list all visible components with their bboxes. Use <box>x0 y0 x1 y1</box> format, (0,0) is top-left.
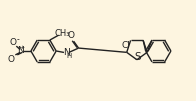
Text: H: H <box>67 53 72 59</box>
Text: CH₃: CH₃ <box>55 29 70 38</box>
Text: N: N <box>17 46 24 55</box>
Text: +: + <box>20 45 25 50</box>
Text: O: O <box>67 31 74 40</box>
Text: O: O <box>8 55 15 64</box>
Text: -: - <box>17 35 20 44</box>
Text: Cl: Cl <box>121 41 130 50</box>
Text: O: O <box>10 38 17 47</box>
Text: N: N <box>64 48 70 57</box>
Text: S: S <box>135 52 141 62</box>
